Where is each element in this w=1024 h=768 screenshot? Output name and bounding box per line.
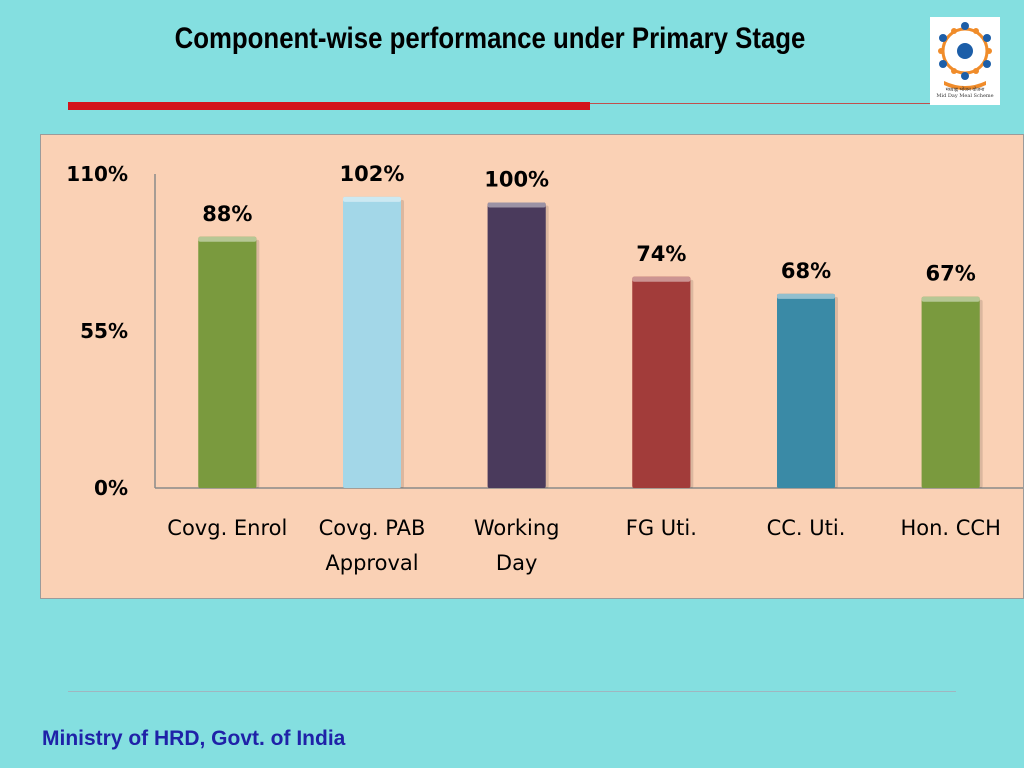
mid-day-meal-logo-icon: मध्याह्न भोजन योजना Mid Day Meal Scheme xyxy=(930,17,1000,105)
bar-chart: 0% 55% 110% 88% Covg. Enrol 102% Covg. PAB Appr… xyxy=(66,162,1023,575)
title-underline-thin xyxy=(590,103,935,104)
x-tick-label: Day xyxy=(496,551,537,575)
y-tick-label: 0% xyxy=(94,476,128,500)
logo-graphic xyxy=(938,22,992,90)
bar-top-cap xyxy=(632,276,691,282)
bar-highlight xyxy=(487,202,546,488)
data-label: 67% xyxy=(926,262,976,286)
x-tick-label: Approval xyxy=(325,551,418,575)
x-tick-label: Covg. Enrol xyxy=(167,516,287,540)
y-tick-label: 110% xyxy=(66,162,128,186)
x-tick-label: Covg. PAB xyxy=(319,516,426,540)
bar-highlight xyxy=(632,276,691,488)
x-tick-label: CC. Uti. xyxy=(767,516,846,540)
footer-divider xyxy=(68,691,956,692)
x-tick-label: Working xyxy=(474,516,560,540)
logo-caption-hindi: मध्याह्न भोजन योजना xyxy=(945,87,985,93)
logo-caption-english: Mid Day Meal Scheme xyxy=(936,93,994,99)
slide-title: Component-wise performance under Primary… xyxy=(174,22,806,55)
bar-top-cap xyxy=(198,236,257,242)
data-label: 74% xyxy=(636,242,686,266)
chart-panel: 0% 55% 110% 88% Covg. Enrol 102% Covg. PAB Appr… xyxy=(40,134,1024,599)
bar-top-cap xyxy=(343,196,401,202)
bar-highlight xyxy=(921,296,980,488)
x-tick-label: Hon. CCH xyxy=(900,516,1000,540)
data-label: 88% xyxy=(202,202,252,226)
bar-top-cap xyxy=(487,202,546,208)
data-label: 100% xyxy=(484,168,549,192)
bar-top-cap xyxy=(921,296,980,302)
data-label: 68% xyxy=(781,259,831,283)
footer-ministry-text: Ministry of HRD, Govt. of India xyxy=(42,727,346,750)
data-label: 102% xyxy=(340,162,405,186)
title-underline xyxy=(68,102,590,110)
bar-highlight xyxy=(777,293,835,488)
bar-highlight xyxy=(198,236,257,488)
logo-caption: मध्याह्न भोजन योजना Mid Day Meal Scheme xyxy=(930,87,1000,99)
bar-highlight xyxy=(343,196,401,488)
x-tick-label: FG Uti. xyxy=(626,516,697,540)
y-tick-label: 55% xyxy=(80,319,128,343)
bar-top-cap xyxy=(777,293,835,299)
